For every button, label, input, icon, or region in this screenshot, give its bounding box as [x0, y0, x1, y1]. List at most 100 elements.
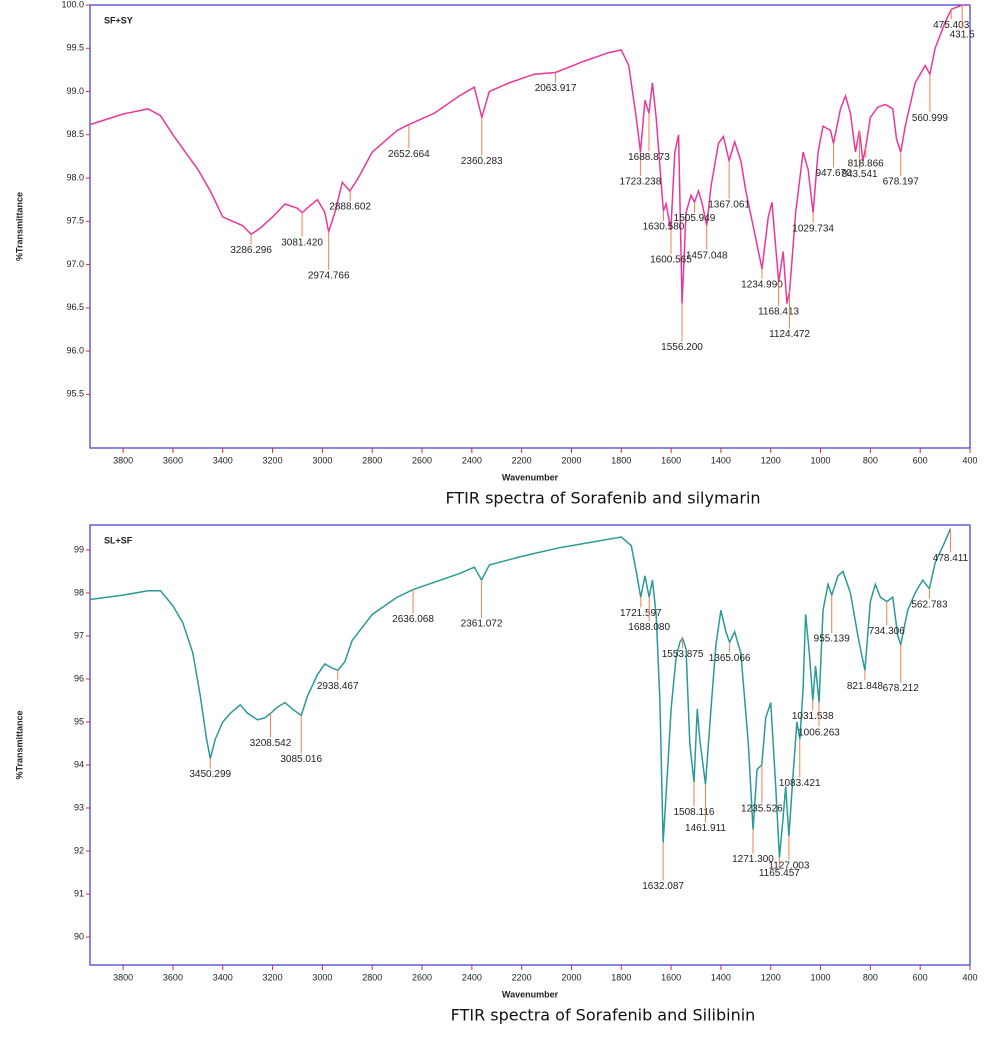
peak-label: 1031.538: [792, 711, 834, 722]
peak-label: 1006.263: [798, 727, 840, 738]
x-tick-label: 3000: [312, 972, 332, 982]
peak-label: 562.783: [911, 599, 948, 610]
y-tick-label: 96.5: [66, 302, 84, 312]
x-tick-label: 2800: [362, 455, 382, 465]
peak-label: 475.403: [933, 20, 970, 31]
x-tick-label: 1000: [811, 455, 831, 465]
chart-title: SF+SY: [104, 15, 133, 25]
y-tick-label: 95: [74, 716, 84, 726]
peak-label: 1271.300: [732, 854, 774, 865]
plot-frame: [89, 4, 971, 449]
x-tick-label: 3400: [213, 455, 233, 465]
x-tick-label: 2600: [412, 455, 432, 465]
peak-label: 1508.116: [674, 807, 715, 818]
peak-label: 1127.003: [768, 861, 809, 872]
x-tick-label: 2600: [412, 972, 432, 982]
peak-label: 1165.457: [759, 868, 800, 879]
peak-label: 2361.072: [461, 619, 503, 630]
x-tick-label: 2000: [561, 972, 581, 982]
x-axis-title: Wavenumber: [502, 989, 559, 999]
peak-label: 843.541: [841, 169, 878, 180]
peak-label: 1457.048: [686, 250, 728, 261]
peak-label: 955.139: [814, 634, 851, 645]
x-tick-label: 2200: [512, 455, 532, 465]
x-tick-label: 1800: [611, 972, 631, 982]
x-tick-label: 3600: [163, 972, 183, 982]
peak-label: 1688.080: [628, 622, 670, 633]
y-tick-label: 94: [74, 759, 84, 769]
x-tick-label: 600: [913, 972, 928, 982]
chart-title: SL+SF: [104, 535, 133, 545]
x-tick-label: 3800: [113, 455, 133, 465]
y-tick-label: 93: [74, 802, 84, 812]
peak-label: 1235.526: [741, 804, 783, 815]
chart-panel: SL+SF 3800 3600 3400 3200 3000 2800 2600 2400 220…: [14, 524, 978, 1025]
x-tick-label: 2400: [462, 455, 482, 465]
x-tick-label: 3200: [263, 972, 283, 982]
y-tick-label: 99.5: [66, 43, 84, 53]
x-tick-label: 1400: [711, 455, 731, 465]
y-tick-label: 97.0: [66, 259, 84, 269]
peak-label: 2636.068: [392, 614, 434, 625]
x-tick-label: 600: [913, 455, 928, 465]
y-tick-label: 95.5: [66, 389, 84, 399]
peak-label: 1124.472: [769, 329, 810, 340]
peak-label: 3081.420: [281, 237, 323, 248]
x-tick-label: 1600: [661, 455, 681, 465]
y-tick-label: 92: [74, 845, 84, 855]
peak-label: 1234.990: [741, 280, 783, 291]
x-tick-label: 1200: [761, 972, 781, 982]
peak-label: 1365.066: [709, 653, 751, 664]
peak-label: 947.670: [816, 168, 853, 179]
y-axis-title: %Transmittance: [14, 710, 24, 779]
figure-caption: FTIR spectra of Sorafenib and silymarin: [445, 489, 760, 508]
y-tick-label: 96.0: [66, 345, 84, 355]
y-axis-title: %Transmittance: [14, 192, 24, 261]
figure-caption: FTIR spectra of Sorafenib and Silibinin: [451, 1006, 756, 1025]
peak-label: 818.866: [848, 158, 885, 169]
peak-label: 1168.413: [758, 307, 799, 318]
peak-label: 3085.016: [280, 754, 322, 765]
peak-label: 734.306: [869, 626, 906, 637]
x-tick-label: 1400: [711, 972, 731, 982]
chart-panel: SF+SY 3800 3600 3400 3200 3000 2800 2600 2400 220…: [14, 0, 977, 508]
x-tick-label: 3400: [213, 972, 233, 982]
peak-label: 1505.949: [674, 213, 716, 224]
peak-label: 431.5: [950, 30, 975, 41]
peak-label: 560.999: [912, 113, 949, 124]
y-tick-label: 91: [74, 888, 84, 898]
peak-label: 1367.061: [708, 199, 750, 210]
peak-label: 1723.238: [620, 177, 662, 188]
x-tick-label: 800: [863, 972, 878, 982]
y-tick-label: 98.5: [66, 129, 84, 139]
y-tick-label: 90: [74, 931, 84, 941]
peak-label: 2063.917: [535, 83, 577, 94]
peak-label: 1632.087: [642, 881, 684, 892]
peak-label: 821.848: [847, 681, 884, 692]
peak-label: 3208.542: [250, 738, 292, 749]
x-tick-label: 3200: [263, 455, 283, 465]
x-tick-label: 1000: [811, 972, 831, 982]
peak-label: 2652.664: [388, 149, 430, 160]
x-tick-label: 3800: [113, 972, 133, 982]
y-tick-label: 99.0: [66, 86, 84, 96]
x-tick-label: 800: [863, 455, 878, 465]
peak-label: 1721.597: [620, 608, 662, 619]
peak-label: 1083.421: [779, 778, 821, 789]
peak-label: 678.197: [883, 177, 920, 188]
x-tick-label: 1600: [661, 972, 681, 982]
x-tick-label: 2800: [362, 972, 382, 982]
x-tick-label: 1800: [611, 455, 631, 465]
spectrum-line: [90, 528, 952, 858]
x-axis-title: Wavenumber: [502, 472, 559, 482]
peak-label: 2938.467: [317, 681, 359, 692]
x-tick-label: 400: [962, 455, 977, 465]
x-tick-label: 1200: [761, 455, 781, 465]
peak-label: 1688.873: [628, 152, 670, 163]
peak-label: 3450.299: [189, 769, 231, 780]
y-tick-label: 96: [74, 673, 84, 683]
y-tick-label: 97: [74, 630, 84, 640]
y-tick-label: 98.0: [66, 172, 84, 182]
